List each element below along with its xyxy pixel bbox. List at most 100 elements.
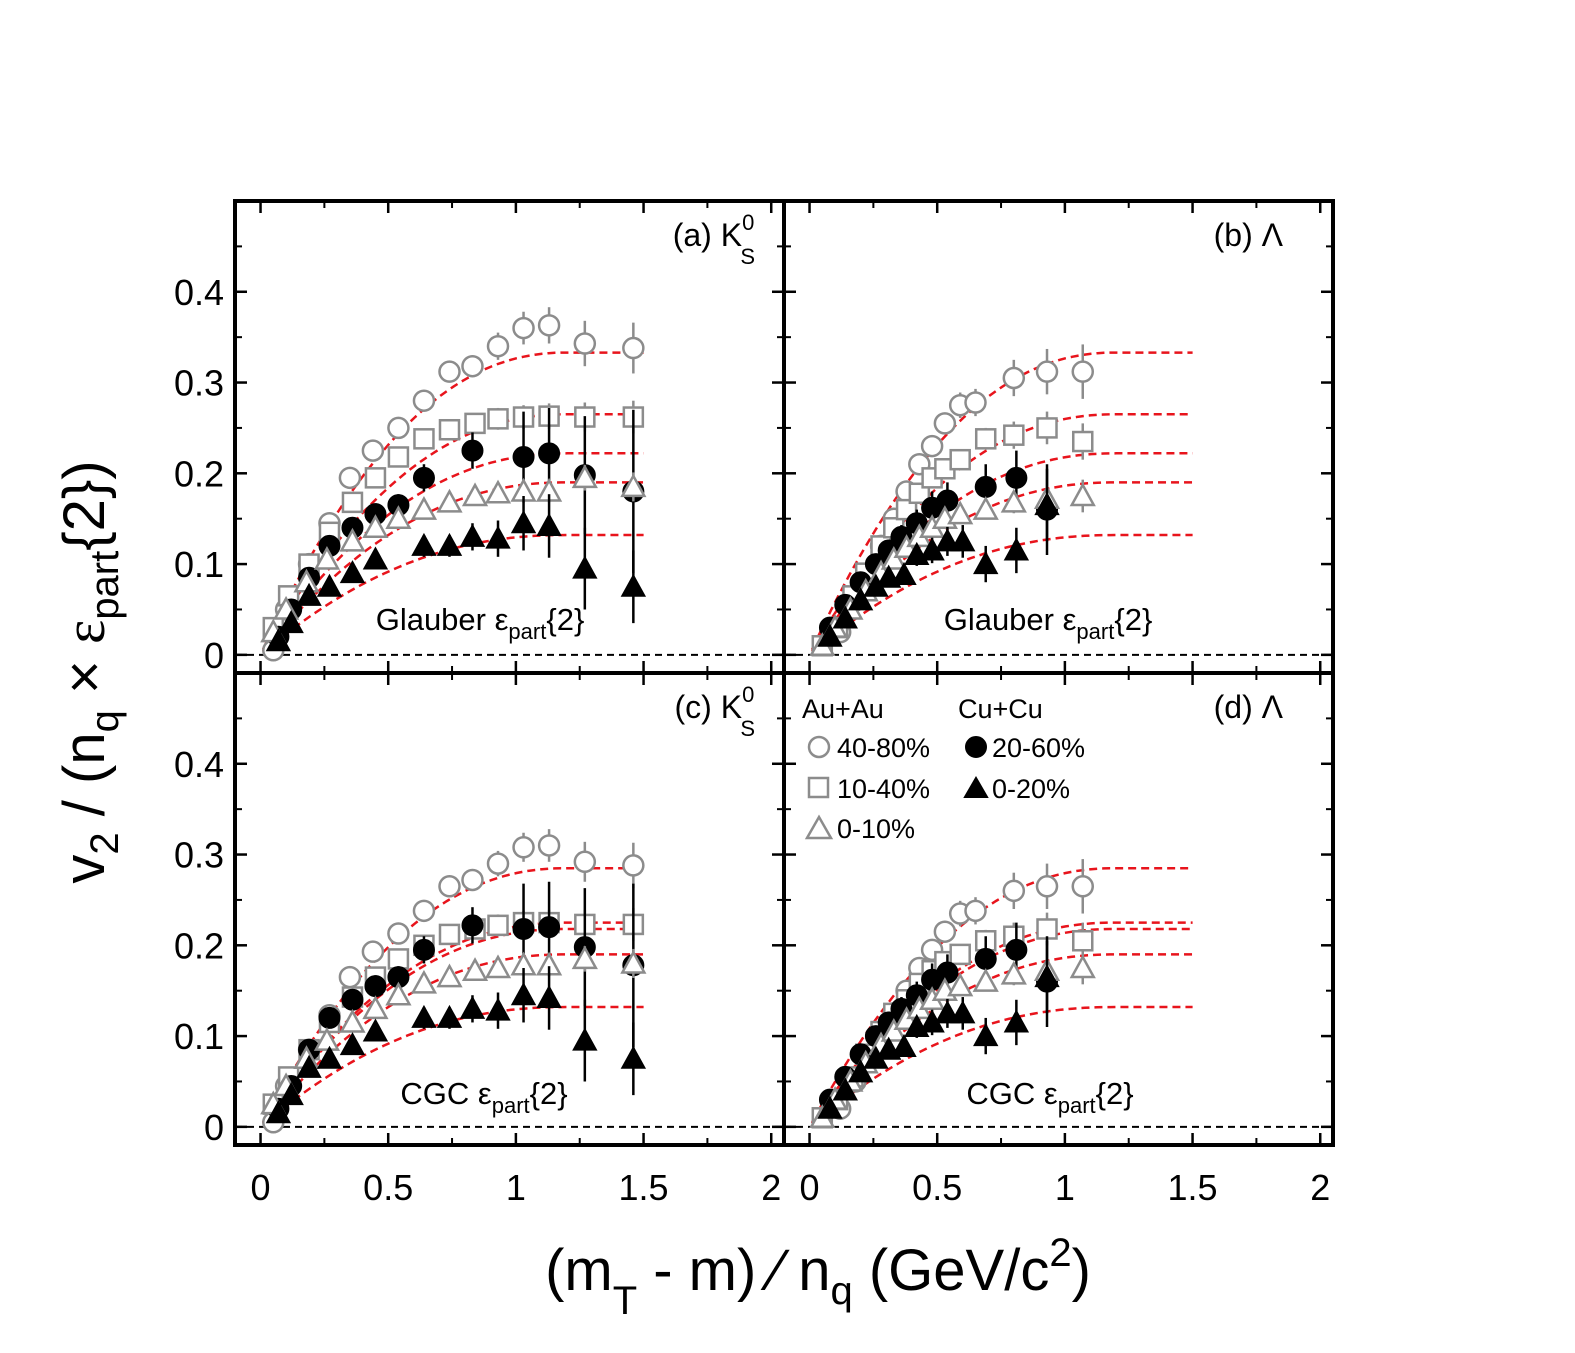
data-point — [1000, 960, 1027, 985]
data-point — [361, 439, 385, 462]
data-point — [950, 1000, 976, 1024]
data-point — [461, 354, 484, 378]
note-main: Glauber ε — [376, 602, 509, 637]
x-tick-label: 0 — [800, 1167, 820, 1208]
data-point — [1036, 417, 1058, 439]
data-point — [461, 868, 484, 892]
note-tail: {2} — [1114, 602, 1152, 637]
data-point — [936, 961, 959, 984]
data-point — [510, 510, 537, 534]
data-point — [934, 1000, 961, 1024]
data-point — [485, 997, 511, 1021]
data-point — [620, 473, 647, 498]
data-point — [832, 1077, 858, 1101]
data-point — [436, 532, 463, 556]
data-point — [512, 917, 535, 940]
data-point — [339, 1008, 366, 1033]
data-point — [412, 899, 436, 923]
note-sub: part — [492, 1093, 530, 1118]
data-point — [278, 1082, 304, 1106]
note-sub: part — [1058, 1093, 1096, 1118]
data-point — [936, 489, 959, 512]
data-point — [459, 523, 486, 547]
data-point — [296, 1054, 322, 1078]
data-point — [486, 334, 510, 358]
data-point — [486, 852, 510, 875]
x-label-mid: - m) ⁄ n — [637, 1238, 830, 1303]
data-point — [278, 610, 304, 634]
fit-curve — [811, 413, 1193, 652]
data-point — [459, 995, 486, 1019]
data-point — [1005, 466, 1028, 489]
data-point — [438, 875, 461, 898]
data-point — [1034, 492, 1060, 516]
x-tick-label: 1.5 — [1168, 1167, 1218, 1208]
data-point — [461, 482, 489, 507]
data-point — [1003, 1009, 1030, 1033]
legend-label-10-40: 10-40% — [837, 774, 930, 804]
panel-label-sup: 0 — [742, 682, 754, 707]
panel-frames — [233, 199, 1335, 1147]
data-point — [316, 1045, 343, 1069]
data-point — [387, 446, 410, 468]
fit-curve — [811, 452, 1193, 652]
fit-curve — [811, 866, 1193, 1123]
x-axis-label: (mT - m) ⁄ nq (GeV/c2) — [545, 1231, 1091, 1323]
x-label-open: (m — [545, 1238, 613, 1303]
data-point — [485, 525, 511, 549]
legend-label-20-60: 20-60% — [992, 733, 1085, 763]
data-point — [537, 834, 561, 857]
legend-marker-square-open — [807, 776, 830, 799]
data-point — [620, 573, 647, 597]
y-label-v: v — [52, 855, 117, 884]
panel-label: (b) Λ — [1214, 217, 1284, 253]
data-point — [512, 316, 535, 340]
note-tail: {2} — [546, 602, 584, 637]
legend-marker-triangle-filled — [963, 776, 989, 798]
data-point — [361, 940, 385, 963]
panel-label-sup: 0 — [742, 210, 754, 235]
data-point — [933, 920, 957, 943]
data-point — [622, 336, 645, 360]
data-point — [973, 551, 999, 575]
panel-label: (c) K0 S — [675, 682, 755, 741]
data-point — [974, 947, 997, 970]
data-point — [972, 496, 999, 520]
data-point — [265, 1100, 292, 1124]
y-tick-label: 0.2 — [174, 453, 224, 494]
data-point — [620, 949, 647, 974]
data-point — [339, 1032, 366, 1056]
data-point — [512, 445, 535, 468]
data-point — [891, 1033, 917, 1057]
x-tick-label: 0 — [251, 1167, 271, 1208]
panel-note: CGC εpart{2} — [966, 1076, 1133, 1118]
panel-note: CGC εpart{2} — [400, 1076, 567, 1118]
data-point — [461, 439, 484, 462]
x-label-subT: T — [613, 1279, 637, 1323]
legend-label-0-10: 0-10% — [837, 814, 915, 844]
legend-label-0-20: 0-20% — [992, 774, 1070, 804]
data-point — [1000, 488, 1027, 513]
data-point — [1034, 964, 1060, 988]
data-point — [411, 532, 437, 556]
data-point — [364, 975, 387, 998]
x-tick-label: 1 — [506, 1167, 526, 1208]
legend-group-cucu: Cu+Cu — [958, 694, 1043, 724]
series-triangle-filled — [265, 494, 647, 652]
data-point — [461, 914, 484, 937]
y-label-sub2: 2 — [83, 832, 127, 854]
x-tick-label: 0.5 — [363, 1167, 413, 1208]
data-point — [1072, 430, 1094, 453]
data-point — [484, 954, 512, 979]
data-point — [438, 360, 461, 383]
y-label-subpart: part — [83, 551, 127, 620]
data-point — [1069, 954, 1096, 979]
fit-curve — [811, 1005, 1193, 1126]
legend: Au+Au Cu+Cu 40-80% 20-60% 10-40% 0-20% 0… — [802, 694, 1085, 844]
legend-marker-circle-open — [807, 735, 831, 759]
data-point — [412, 389, 436, 412]
data-point — [974, 428, 997, 450]
